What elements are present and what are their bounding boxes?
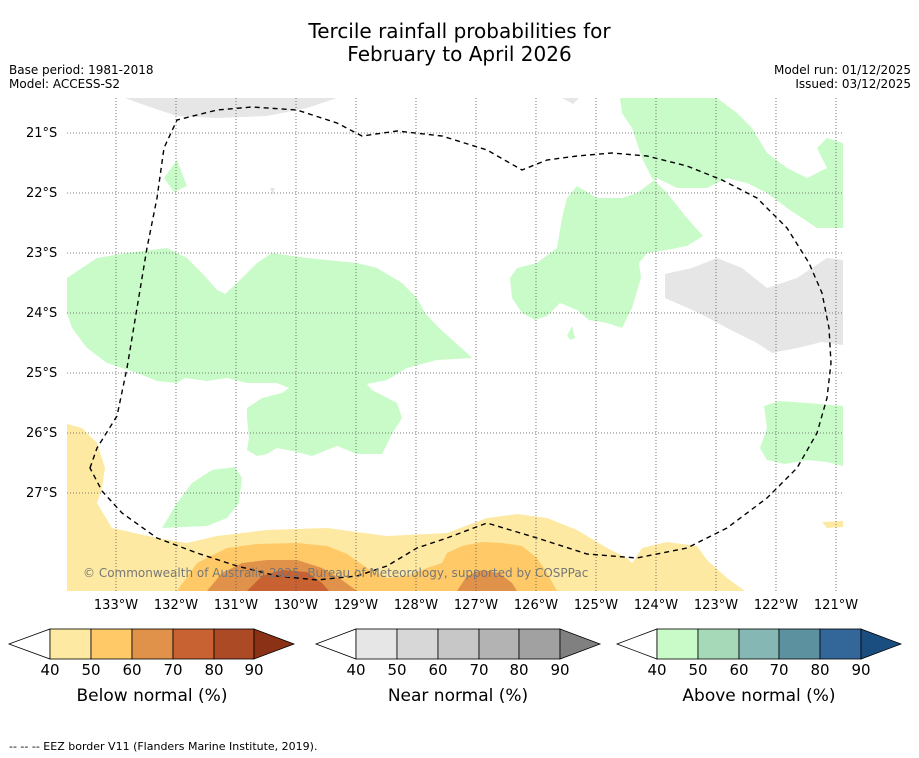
colorbar-near-swatch-0 <box>314 628 357 660</box>
colorbar-above-swatch-0 <box>615 628 658 660</box>
lat-label-25s: 25°S <box>26 366 58 381</box>
colorbar-above-tick: 60 <box>729 661 749 679</box>
colorbar-above-tick: 40 <box>647 661 667 679</box>
colorbar-below-swatch-1 <box>49 628 92 660</box>
lon-label-131w: 131°W <box>213 598 259 613</box>
lon-label-122w: 122°W <box>753 598 799 613</box>
near-normal-region-east <box>665 258 843 353</box>
colorbar-below-tick: 60 <box>122 661 142 679</box>
colorbar-below-tick: 70 <box>163 661 183 679</box>
colorbar-near-tick: 70 <box>469 661 489 679</box>
colorbar-above-tick: 80 <box>810 661 830 679</box>
colorbar-above-swatch-4 <box>778 628 821 660</box>
eez-footnote: -- -- -- EEZ border V11 (Flanders Marine… <box>9 740 318 753</box>
colorbar-above <box>615 628 903 660</box>
above-normal-region-central <box>67 248 472 456</box>
colorbar-below-swatch-2 <box>90 628 133 660</box>
colorbar-below-title: Below normal (%) <box>76 686 228 706</box>
colorbar-below-tick: 50 <box>81 661 101 679</box>
above-normal-region-small-north <box>164 160 187 192</box>
colorbar-below-swatch-3 <box>131 628 174 660</box>
above-normal-fleck <box>567 326 575 340</box>
above-normal-region-east <box>510 98 843 328</box>
colorbar-near-swatch-6 <box>559 628 602 660</box>
meta-right: Model run: 01/12/2025 Issued: 03/12/2025 <box>774 63 911 91</box>
colorbar-near-swatch-2 <box>396 628 439 660</box>
lon-label-133w: 133°W <box>93 598 139 613</box>
lon-label-121w: 121°W <box>813 598 859 613</box>
lat-label-22s: 22°S <box>26 186 58 201</box>
colorbar-above-swatch-3 <box>738 628 780 660</box>
lon-label-125w: 125°W <box>573 598 619 613</box>
colorbar-below-swatch-4 <box>172 628 215 660</box>
colorbar-above-swatch-6 <box>860 628 903 660</box>
lat-label-24s: 24°S <box>26 306 58 321</box>
lon-label-126w: 126°W <box>513 598 559 613</box>
colorbar-near-swatch-3 <box>437 628 480 660</box>
title-line-1: Tercile rainfall probabilities for <box>308 19 611 43</box>
colorbar-near-tick: 40 <box>346 661 366 679</box>
lon-label-132w: 132°W <box>153 598 199 613</box>
lon-label-129w: 129°W <box>333 598 379 613</box>
title-line-2: February to April 2026 <box>347 42 572 66</box>
colorbar-near-title: Near normal (%) <box>387 686 529 706</box>
near-normal-region-north <box>125 98 337 118</box>
gridlines <box>67 98 843 591</box>
colorbar-above-swatch-2 <box>697 628 740 660</box>
colorbar-near-swatch-1 <box>355 628 398 660</box>
model-name: Model: ACCESS-S2 <box>9 77 121 91</box>
colorbar-above-swatch-5 <box>819 628 862 660</box>
map-title: Tercile rainfall probabilities for Febru… <box>0 20 919 66</box>
colorbar-near-tick: 50 <box>387 661 407 679</box>
map-panel: © Commonwealth of Australia 2025, Bureau… <box>67 98 843 591</box>
lon-label-124w: 124°W <box>633 598 679 613</box>
colorbar-above-tick: 70 <box>769 661 789 679</box>
lat-label-27s: 27°S <box>26 486 58 501</box>
colorbar-below-tick: 90 <box>244 661 264 679</box>
colorbar-near <box>314 628 602 660</box>
above-normal-region-southwest <box>162 467 242 528</box>
lat-label-23s: 23°S <box>26 246 58 261</box>
colorbar-above-title: Above normal (%) <box>682 686 836 706</box>
colorbar-below-swatch-6 <box>253 628 296 660</box>
colorbar-near-swatch-4 <box>478 628 520 660</box>
above-normal-region-far-east <box>760 401 843 466</box>
colorbar-below <box>7 628 296 660</box>
lon-label-123w: 123°W <box>693 598 739 613</box>
eez-border <box>89 106 832 581</box>
meta-left: Base period: 1981-2018 Model: ACCESS-S2 <box>9 63 154 91</box>
lon-label-130w: 130°W <box>273 598 319 613</box>
colorbar-near-tick: 90 <box>550 661 570 679</box>
model-run: Model run: 01/12/2025 <box>773 63 911 77</box>
below-normal-50-sliver <box>822 521 843 528</box>
colorbar-above-swatch-1 <box>656 628 699 660</box>
lon-label-128w: 128°W <box>393 598 439 613</box>
colorbar-below-swatch-5 <box>213 628 255 660</box>
lat-label-26s: 26°S <box>26 426 58 441</box>
below-normal-50-south-east <box>622 542 745 591</box>
colorbar-near-swatch-5 <box>518 628 561 660</box>
near-normal-region-north-small <box>562 98 579 104</box>
colorbars <box>7 628 903 660</box>
issued-date: Issued: 03/12/2025 <box>795 77 911 91</box>
base-period: Base period: 1981-2018 <box>9 63 154 77</box>
colorbar-near-tick: 60 <box>428 661 448 679</box>
colorbar-below-tick: 40 <box>40 661 60 679</box>
lat-label-21s: 21°S <box>26 126 58 141</box>
colorbar-near-tick: 80 <box>509 661 529 679</box>
colorbar-below-tick: 80 <box>204 661 224 679</box>
colorbar-above-tick: 90 <box>851 661 871 679</box>
near-normal-speck <box>270 188 275 195</box>
colorbar-above-tick: 50 <box>688 661 708 679</box>
below-normal-80 <box>247 570 329 591</box>
lon-label-127w: 127°W <box>453 598 499 613</box>
copyright-notice: © Commonwealth of Australia 2025, Bureau… <box>83 566 588 580</box>
colorbar-below-swatch-0 <box>7 628 51 660</box>
